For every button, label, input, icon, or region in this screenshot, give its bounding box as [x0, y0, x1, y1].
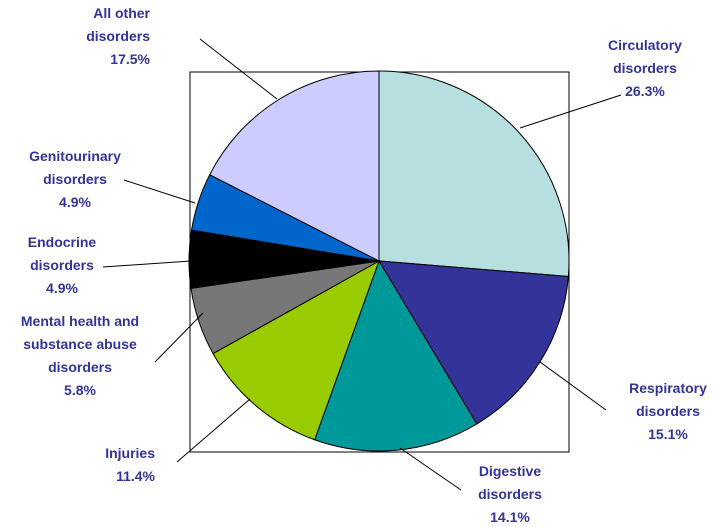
slice-name-label: disorders — [43, 171, 107, 187]
slice-name-label: disorders — [48, 359, 112, 375]
slice-label: Genitourinary disorders 4.9% — [29, 148, 121, 210]
slice-label: All other disorders 17.5% — [86, 5, 150, 67]
leader-line — [539, 361, 607, 411]
leader-line — [176, 398, 251, 463]
slice-name-label: disorders — [636, 403, 700, 419]
leader-line — [399, 447, 462, 491]
leader-line — [123, 179, 196, 204]
slice-name-label: Mental health and — [21, 313, 139, 329]
slice-label: Mental health and substance abuse disorder… — [21, 313, 139, 398]
slice-label: Respiratory disorders 15.1% — [629, 380, 707, 442]
slice-percent-label: 4.9% — [46, 280, 78, 296]
slice-name-label: disorders — [30, 257, 94, 273]
slice-percent-label: 26.3% — [625, 83, 665, 99]
leader-line — [199, 38, 278, 100]
leader-line — [519, 94, 622, 129]
slice-name-label: substance abuse — [23, 336, 137, 352]
slice-label: Circulatory disorders 26.3% — [608, 37, 682, 99]
slice-name-label: Circulatory — [608, 37, 682, 53]
slice-percent-label: 11.4% — [116, 468, 155, 484]
leader-line — [154, 312, 204, 363]
slice-percent-label: 15.1% — [648, 426, 688, 442]
pie-slice — [212, 259, 380, 441]
slice-percent-label: 17.5% — [110, 51, 150, 67]
slice-percent-label: 4.9% — [59, 194, 91, 210]
slice-name-label: Genitourinary — [29, 148, 121, 164]
slice-name-label: Respiratory — [629, 380, 707, 396]
slice-label: Injuries 11.4% — [105, 445, 155, 484]
slice-name-label: Endocrine — [28, 234, 97, 250]
slice-label: Digestive disorders 14.1% — [478, 463, 542, 525]
pie-slice — [378, 260, 569, 425]
pie-slice — [209, 70, 380, 262]
slice-name-label: disorders — [478, 486, 542, 502]
slice-label: Endocrine disorders 4.9% — [28, 234, 97, 296]
slice-labels: Circulatory disorders 26.3% Respiratory diso… — [21, 5, 707, 525]
pie-slices — [188, 70, 570, 452]
leader-line — [102, 260, 192, 268]
slice-name-label: Injuries — [105, 445, 155, 461]
leader-lines — [102, 38, 622, 491]
slice-percent-label: 5.8% — [64, 382, 96, 398]
pie-slice — [378, 70, 570, 278]
slice-percent-label: 14.1% — [490, 509, 530, 525]
slice-name-label: disorders — [613, 60, 677, 76]
slice-name-label: disorders — [86, 28, 150, 44]
slice-name-label: Digestive — [479, 463, 541, 479]
pie-slice — [314, 259, 478, 452]
slice-name-label: All other — [93, 5, 150, 21]
